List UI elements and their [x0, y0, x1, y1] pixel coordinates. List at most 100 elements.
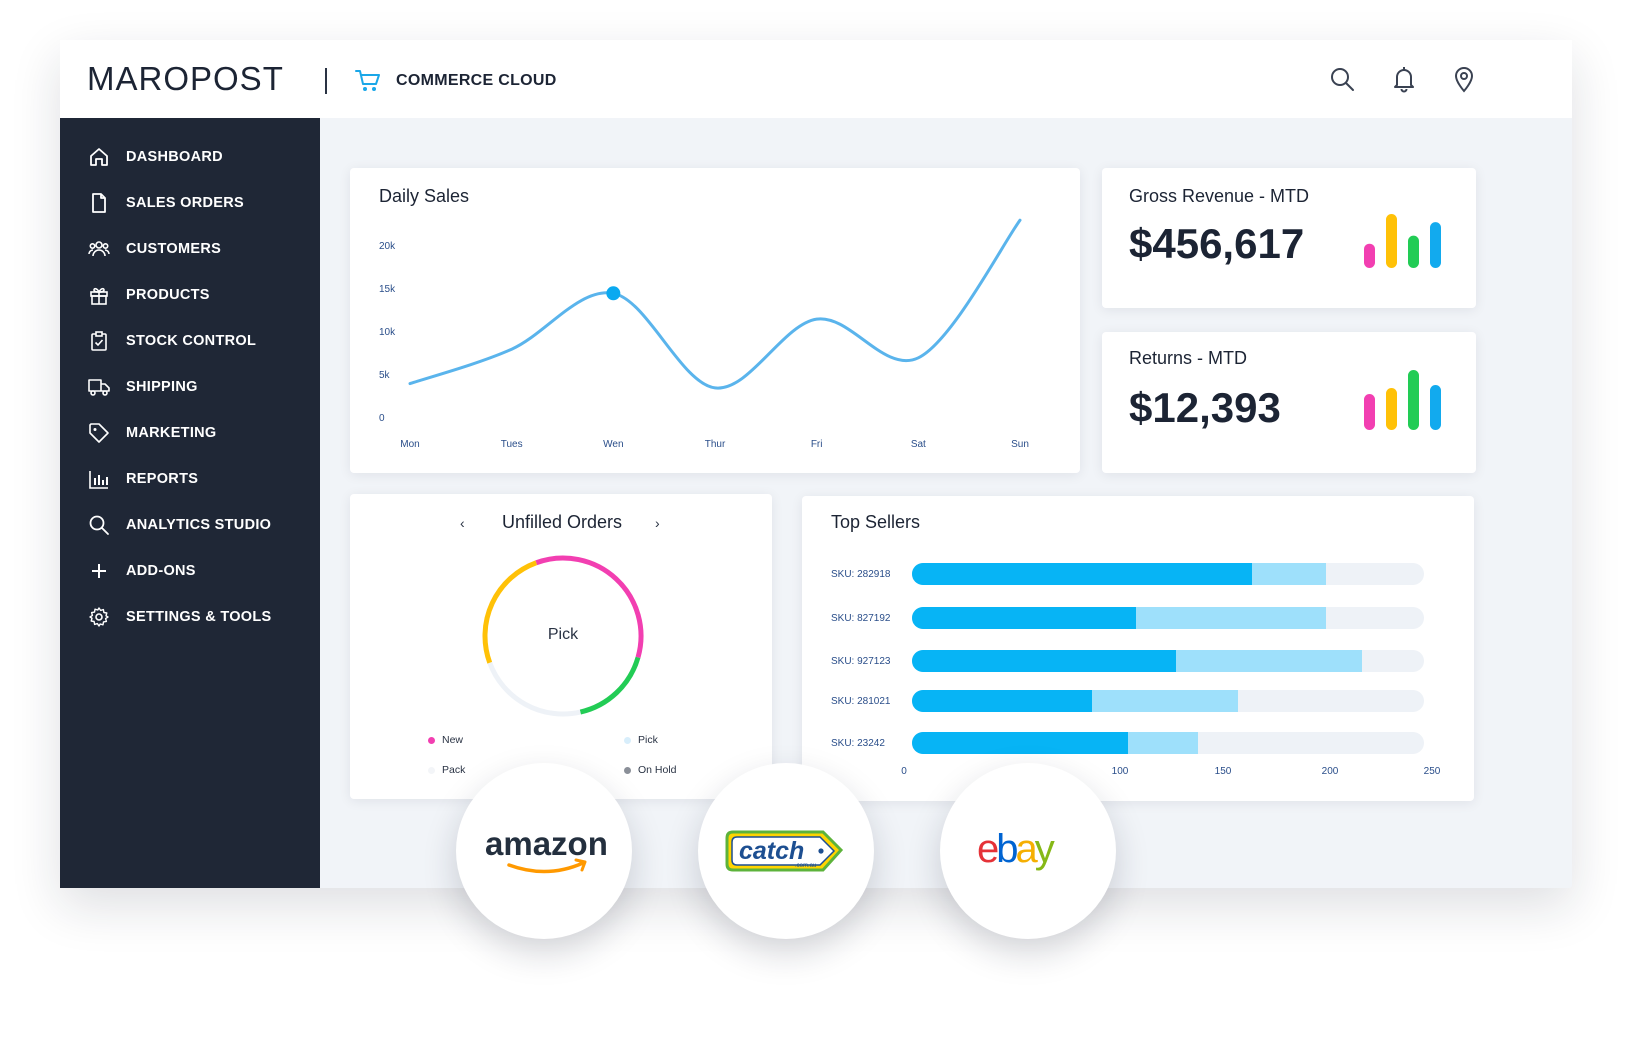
mini-bar — [1408, 370, 1419, 430]
sidebar-item-stock-control[interactable]: STOCK CONTROL — [88, 326, 256, 356]
amazon-logo: amazon — [485, 825, 608, 874]
top-seller-bar-track — [912, 563, 1424, 585]
gross-revenue-mini-chart — [1364, 214, 1441, 268]
search-icon — [89, 515, 109, 535]
y-tick-label: 10k — [379, 327, 396, 338]
x-tick-label: Wen — [603, 439, 623, 450]
x-tick-label: 250 — [1423, 766, 1441, 777]
mini-bar — [1430, 222, 1441, 268]
donut-slice-new[interactable] — [535, 555, 644, 659]
y-tick-label: 0 — [379, 413, 385, 424]
app-window: MAROPOST COMMERCE CLOUD DASHBOARD — [60, 40, 1572, 939]
top-seller-bar-track — [912, 650, 1424, 672]
amazon-logo-text: amazon — [485, 825, 608, 862]
maropost-logo[interactable]: MAROPOST — [87, 60, 284, 97]
unfilled-orders-card: ‹ Unfilled Orders › Pick New Pick Pack O… — [350, 494, 772, 799]
x-tick-label: Fri — [811, 439, 823, 450]
unfilled-orders-donut — [482, 555, 644, 717]
daily-sales-card: Daily Sales 0 5k 10k 15k 20k Mon Tues Wen Thur Fr… — [350, 168, 1080, 473]
sku-label: SKU: 281021 — [831, 696, 891, 707]
donut-center-label: Pick — [547, 626, 579, 643]
sidebar-item-dashboard[interactable]: DASHBOARD — [88, 142, 223, 172]
sidebar-item-label: STOCK CONTROL — [126, 333, 257, 349]
legend-dot — [624, 766, 631, 774]
sidebar-item-customers[interactable]: CUSTOMERS — [88, 234, 221, 264]
top-sellers-card: Top Sellers SKU: 282918 SKU: 827192 SKU: 9… — [802, 496, 1474, 801]
truck-icon — [88, 379, 110, 396]
legend-item-pack: Pack — [428, 764, 465, 776]
mini-bar — [1364, 243, 1375, 268]
gift-icon — [90, 287, 108, 305]
top-seller-bar-primary[interactable] — [912, 690, 1092, 712]
daily-sales-chart: 0 5k 10k 15k 20k Mon Tues Wen Thur Fri Sat Sun — [379, 218, 1029, 450]
bell-icon[interactable] — [1390, 64, 1418, 94]
legend-dot — [624, 736, 631, 744]
sidebar-item-label: SALES ORDERS — [126, 195, 245, 211]
y-tick-label: 15k — [379, 284, 396, 295]
cart-icon — [355, 70, 380, 91]
top-seller-bar-primary[interactable] — [912, 607, 1137, 629]
unfilled-orders-title: Unfilled Orders — [502, 512, 623, 532]
mini-bar — [1386, 388, 1397, 430]
donut-slice-pick[interactable] — [579, 656, 641, 715]
top-seller-bar-primary[interactable] — [912, 563, 1253, 585]
ebay-logo: ebay — [977, 827, 1058, 871]
x-tick-label: 100 — [1111, 766, 1129, 777]
document-icon — [92, 193, 106, 213]
returns-mini-chart — [1364, 370, 1441, 430]
mini-bar — [1386, 214, 1397, 268]
legend-label: New — [442, 734, 464, 746]
users-icon — [88, 241, 110, 257]
sku-label: SKU: 927123 — [831, 656, 891, 667]
top-seller-bar-primary[interactable] — [912, 650, 1177, 672]
sidebar-item-marketing[interactable]: MARKETING — [88, 418, 217, 448]
gross-revenue-card: Gross Revenue - MTD $456,617 — [1102, 168, 1476, 308]
sku-label: SKU: 827192 — [831, 613, 891, 624]
x-tick-label: Sat — [911, 439, 926, 450]
x-tick-label: 150 — [1214, 766, 1232, 777]
catch-logo-subtext: .com.au — [795, 863, 816, 869]
clipboard-check-icon — [91, 331, 107, 351]
gross-revenue-value: $456,617 — [1129, 220, 1305, 267]
tag-icon — [89, 423, 109, 443]
x-tick-label: Sun — [1011, 439, 1029, 450]
x-tick-label: 0 — [901, 766, 907, 777]
y-tick-label: 20k — [379, 241, 396, 252]
product-name: COMMERCE CLOUD — [396, 72, 557, 89]
top-seller-bar-primary[interactable] — [912, 732, 1128, 754]
legend-dot — [428, 766, 435, 774]
sidebar-item-products[interactable]: PRODUCTS — [88, 280, 210, 310]
donut-slice-on-hold[interactable] — [482, 560, 538, 664]
top-seller-bar-track — [912, 607, 1424, 629]
sidebar-item-label: ADD-ONS — [126, 563, 196, 579]
sidebar-item-label: PRODUCTS — [126, 287, 210, 303]
returns-title: Returns - MTD — [1129, 348, 1248, 368]
sidebar-item-sales-orders[interactable]: SALES ORDERS — [88, 188, 244, 218]
sidebar-item-settings-tools[interactable]: SETTINGS & TOOLS — [88, 602, 272, 632]
sidebar-item-reports[interactable]: REPORTS — [88, 464, 198, 494]
daily-sales-title: Daily Sales — [379, 186, 470, 206]
next-arrow-button[interactable]: › — [655, 515, 660, 531]
sales-series-line — [408, 218, 1022, 390]
catch-logo: catch .com.au — [725, 830, 844, 872]
amazon-badge[interactable]: amazon — [456, 763, 632, 939]
sidebar-item-label: SETTINGS & TOOLS — [126, 609, 272, 625]
catch-badge[interactable]: catch .com.au — [698, 763, 874, 939]
mini-bar — [1408, 235, 1419, 268]
sidebar-item-shipping[interactable]: SHIPPING — [88, 372, 198, 402]
sidebar-item-label: DASHBOARD — [126, 149, 223, 165]
top-sellers-title: Top Sellers — [831, 512, 921, 532]
bar-chart-icon — [89, 471, 108, 489]
sidebar: DASHBOARD SALES ORDERS CUSTOMERS PRODUCT… — [60, 118, 320, 888]
legend-item-on-hold: On Hold — [624, 764, 677, 776]
sidebar-item-label: REPORTS — [126, 471, 199, 487]
location-pin-icon[interactable] — [1450, 64, 1478, 94]
sidebar-item-add-ons[interactable]: ADD-ONS — [88, 556, 196, 586]
ebay-logo-text: ebay — [977, 827, 1055, 871]
sidebar-item-analytics-studio[interactable]: ANALYTICS STUDIO — [88, 510, 271, 540]
prev-arrow-button[interactable]: ‹ — [460, 515, 465, 531]
donut-slice-pack[interactable] — [487, 661, 581, 717]
sales-highlight-point[interactable] — [606, 286, 621, 301]
ebay-badge[interactable]: ebay — [940, 763, 1116, 939]
search-icon[interactable] — [1328, 64, 1356, 94]
